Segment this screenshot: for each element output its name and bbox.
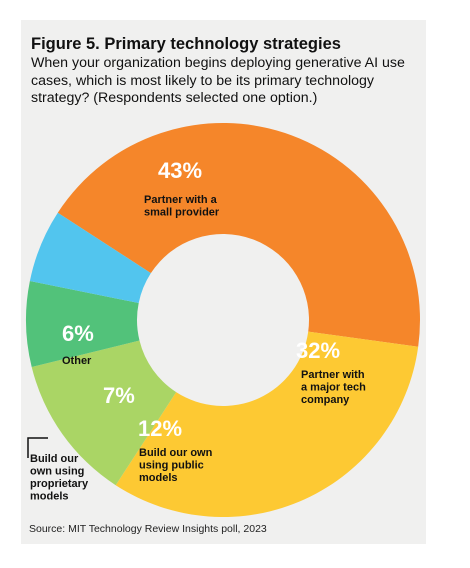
slice-category-label-line: models (139, 472, 178, 484)
slice-category-label-line: Build our (30, 453, 79, 465)
slice-category-label-line: Partner with (301, 369, 365, 381)
donut-slice (57, 122, 421, 347)
slice-category-label-line: a major tech (301, 382, 366, 394)
leader-line (27, 437, 48, 458)
chart-title: Figure 5. Primary technology strategies (31, 35, 341, 53)
slice-category-label-line: proprietary (30, 478, 89, 490)
slice-category-label: Build our own using proprietary models (30, 453, 89, 503)
slice-category-label-line: models (30, 491, 69, 503)
slice-value-label: 6% (62, 321, 94, 346)
slice-value-label: 32% (296, 338, 340, 363)
chart-subtitle: When your organization begins deploying … (31, 55, 405, 106)
chart-source: Source: MIT Technology Review Insights p… (29, 523, 267, 535)
slice-value-label: 12% (138, 416, 182, 441)
slice-value-label: 43% (158, 158, 202, 183)
slice-category-label: Other (62, 355, 92, 367)
slice-category-label: Partner with a major tech company (301, 369, 366, 406)
donut-slice (29, 212, 151, 304)
slice-category-label-line: Build our own (139, 447, 213, 459)
slice-value-label: 7% (103, 383, 135, 408)
donut-slice (115, 331, 419, 518)
slice-category-label: Build our own using public models (139, 447, 213, 484)
slice-category-label-line: Other (62, 355, 92, 367)
slice-category-label-line: small provider (144, 207, 220, 219)
donut-slice (26, 281, 140, 367)
slice-category-label-line: own using (30, 466, 84, 478)
slice-category-label-line: using public (139, 460, 204, 472)
donut-slice (31, 340, 177, 486)
slice-category-label-line: company (301, 394, 350, 406)
slice-category-label: Partner with a small provider (144, 194, 220, 219)
slice-category-label-line: Partner with a (144, 194, 218, 206)
